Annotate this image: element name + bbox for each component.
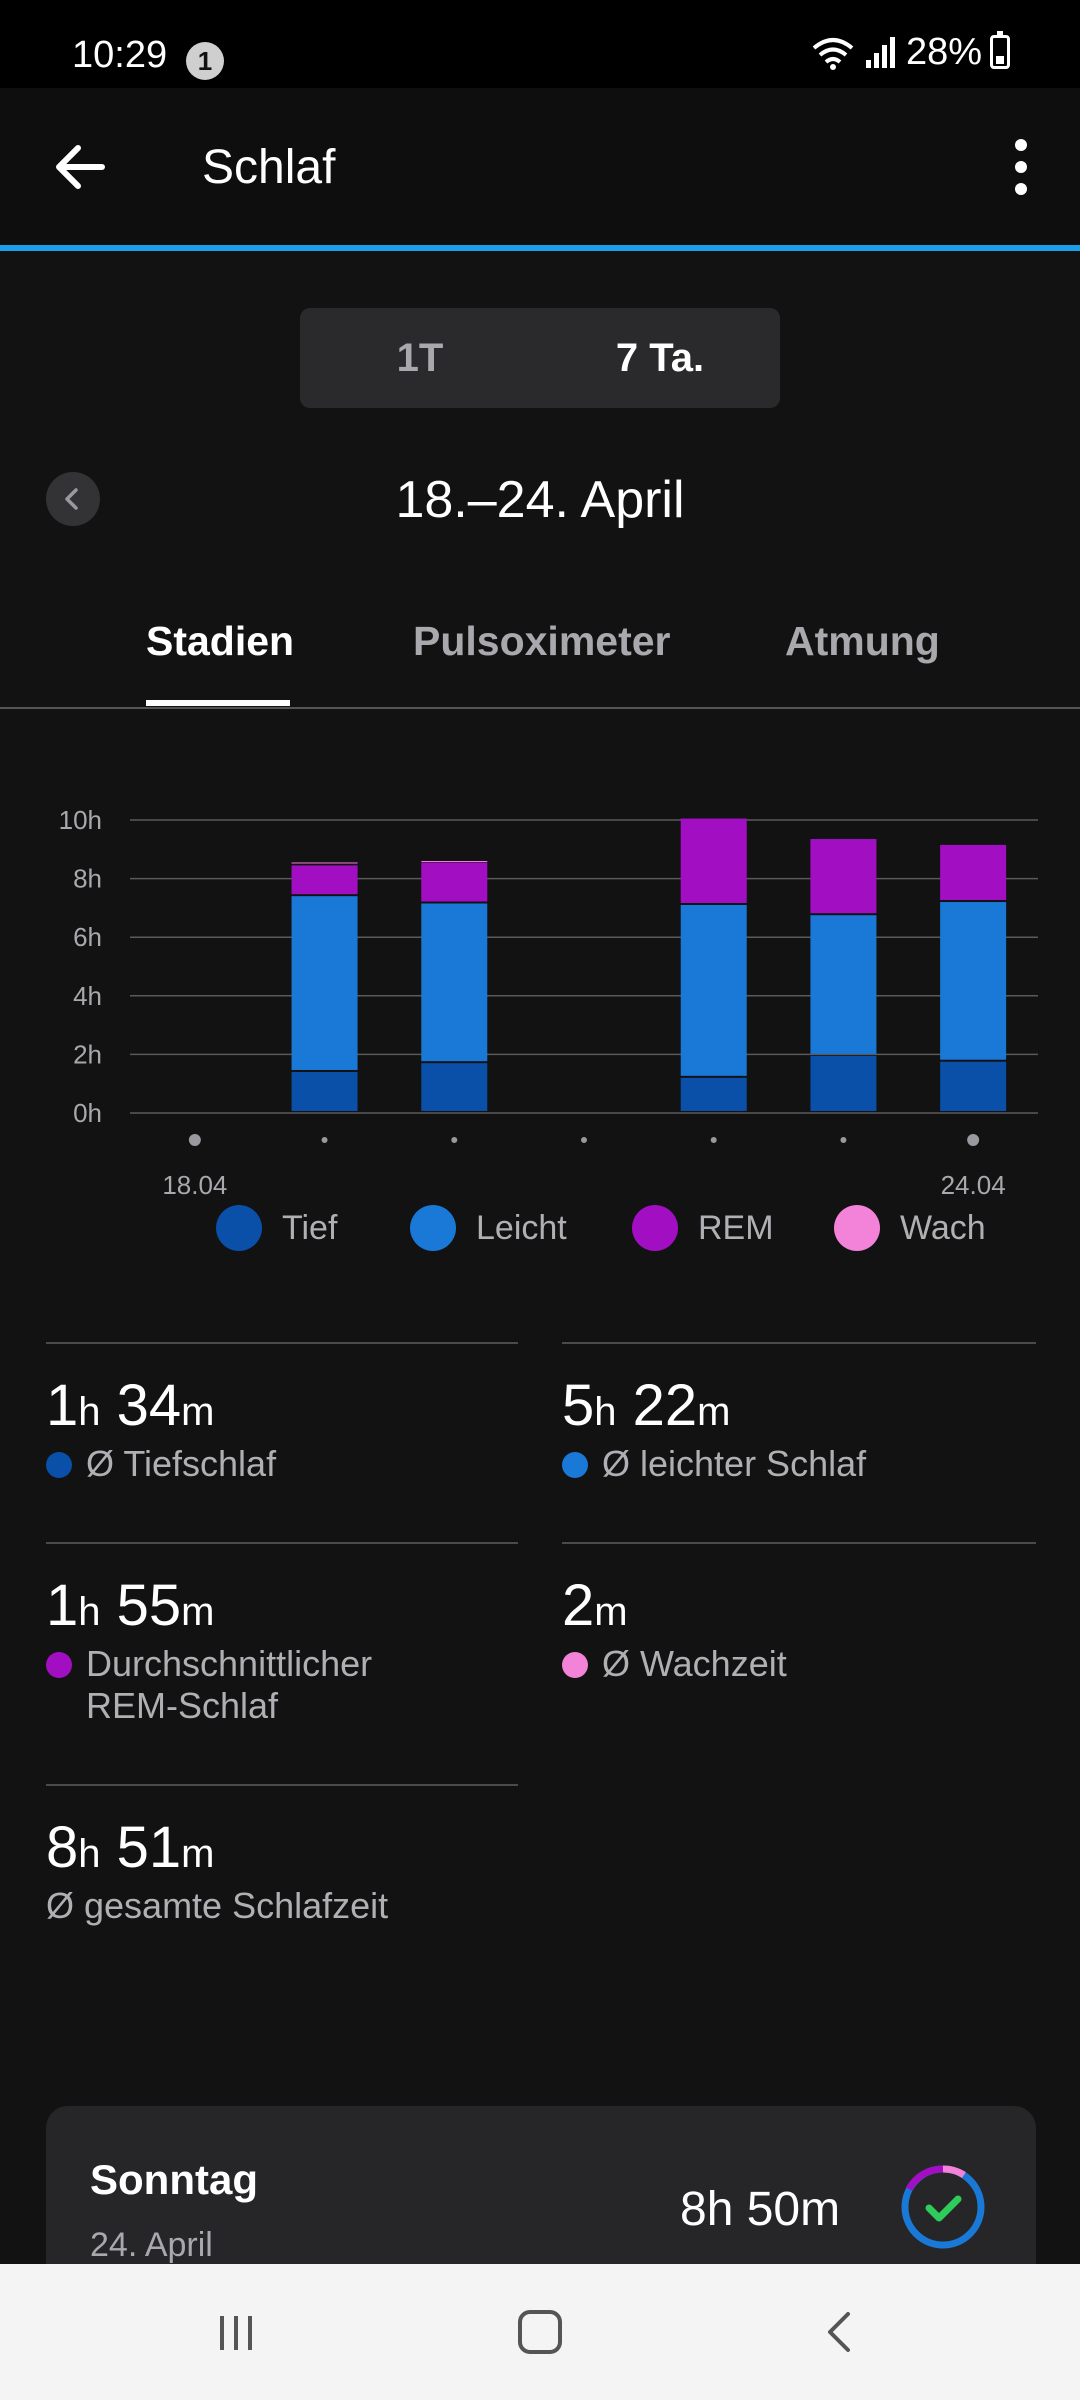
stat-divider (46, 1784, 518, 1786)
legend-item-rem: REM (632, 1205, 774, 1251)
tab-bar: Stadien Pulsoximeter Atmung (0, 600, 1080, 710)
bar-segment-rem (810, 839, 877, 914)
stat-value: 1h 55m (46, 1573, 215, 1638)
bar-segment-leicht (291, 896, 358, 1070)
x-dot (321, 1137, 328, 1143)
stat-divider (562, 1542, 1036, 1544)
x-dot (710, 1137, 717, 1143)
range-option-7-days[interactable]: 7 Ta. (615, 335, 705, 380)
x-tick-label: 18.04 (162, 1170, 227, 1200)
battery-icon (990, 31, 1010, 69)
legend-swatch-leicht (410, 1205, 456, 1251)
range-toggle: 1T 7 Ta. (300, 308, 780, 408)
bar-segment-leicht (940, 902, 1007, 1060)
stat-label: Ø gesamte Schlafzeit (46, 1885, 389, 1926)
tab-pulsoximeter[interactable]: Pulsoximeter (413, 618, 671, 664)
legend-item-tief: Tief (216, 1205, 337, 1251)
signal-icon (865, 37, 895, 68)
stat-value: 8h 51m (46, 1815, 215, 1880)
status-time: 10:29 (72, 34, 168, 76)
range-option-1t[interactable]: 1T (396, 335, 444, 380)
x-tick-label: 24.04 (941, 1170, 1006, 1200)
y-tick-label: 4h (73, 981, 102, 1011)
legend-item-wach: Wach (834, 1205, 986, 1251)
day-name: Sonntag (90, 2156, 258, 2203)
legend-swatch-tief (216, 1205, 262, 1251)
stat-value: 2m (562, 1573, 628, 1638)
y-tick-label: 10h (59, 805, 102, 835)
x-dot (967, 1134, 980, 1146)
tab-atmung[interactable]: Atmung (785, 618, 940, 664)
bar-segment-rem (421, 862, 488, 902)
bar-segment-leicht (680, 904, 747, 1076)
bar-segment-rem (940, 844, 1007, 901)
day-total-sleep: 8h 50m (680, 2183, 841, 2236)
system-nav-bar (0, 2264, 1080, 2400)
stat-label: Ø leichter Schlaf (562, 1443, 866, 1485)
stat-value: 1h 34m (46, 1373, 215, 1438)
legend-label-wach: Wach (900, 1208, 986, 1247)
back-arrow-icon[interactable] (46, 132, 116, 202)
chart-legend: Tief Leicht REM Wach (0, 1205, 1080, 1265)
x-dot (451, 1137, 458, 1143)
stat-label: Ø Wachzeit (562, 1643, 787, 1685)
bar-segment-tief (680, 1077, 747, 1111)
page-title: Schlaf (202, 141, 336, 194)
previous-period-button[interactable] (46, 472, 100, 526)
legend-label-rem: REM (698, 1208, 774, 1247)
bar-segment-leicht (810, 915, 877, 1054)
stat-total-sleep: 8h 51m Ø gesamte Schlafzeit (46, 1814, 388, 1927)
sleep-check-ring-icon (901, 2165, 985, 2249)
bar-segment-rem (291, 865, 358, 895)
x-dot (840, 1137, 847, 1143)
bar-segment-wach (291, 862, 358, 864)
back-nav-icon[interactable] (810, 2302, 870, 2362)
app-bar: Schlaf (0, 88, 1080, 246)
bar-segment-wach (421, 861, 488, 863)
legend-swatch-wach (834, 1205, 880, 1251)
legend-label-leicht: Leicht (476, 1208, 567, 1247)
x-dot (581, 1137, 587, 1143)
legend-swatch-rem (632, 1205, 678, 1251)
stat-divider (46, 1542, 518, 1544)
x-dot (188, 1134, 201, 1146)
recent-apps-icon[interactable] (206, 2302, 266, 2362)
stat-value: 5h 22m (562, 1373, 731, 1438)
sleep-stages-chart: 0h 2h 4h 6h 8h 10h 18.04 24.04 (59, 805, 1038, 1200)
status-indicators: 28% (810, 30, 1010, 74)
status-bar: 10:29 1 28% (0, 0, 1080, 88)
notification-count-badge: 1 (186, 42, 224, 80)
stat-divider (562, 1342, 1036, 1344)
bar-segment-tief (291, 1071, 358, 1111)
y-tick-label: 0h (73, 1098, 102, 1128)
more-options-icon[interactable] (986, 132, 1056, 202)
bar-segment-leicht (421, 903, 488, 1062)
wifi-icon (812, 38, 854, 70)
active-tab-indicator (146, 700, 290, 706)
bar-segment-tief (421, 1063, 488, 1111)
battery-percent: 28% (905, 30, 982, 73)
stat-light-sleep: 5h 22m Ø leichter Schlaf (562, 1372, 866, 1485)
y-tick-label: 8h (73, 864, 102, 894)
y-tick-label: 6h (73, 922, 102, 952)
legend-item-leicht: Leicht (410, 1205, 567, 1251)
bar-segment-tief (940, 1061, 1007, 1111)
home-icon[interactable] (510, 2302, 570, 2362)
stat-label: Durchschnittlicher REM-Schlaf (46, 1643, 372, 1727)
bar-segment-rem (680, 818, 747, 903)
chevron-left-icon (65, 488, 78, 510)
stat-deep-sleep: 1h 34m Ø Tiefschlaf (46, 1372, 276, 1485)
date-range-label: 18.–24. April (395, 471, 685, 529)
stat-rem-sleep: 1h 55m Durchschnittlicher REM-Schlaf (46, 1572, 372, 1727)
stat-awake-time: 2m Ø Wachzeit (562, 1572, 787, 1685)
stat-label: Ø Tiefschlaf (46, 1443, 276, 1485)
header-accent-line (0, 245, 1080, 251)
tab-stadien[interactable]: Stadien (146, 618, 295, 664)
y-tick-label: 2h (73, 1039, 102, 1069)
stat-divider (46, 1342, 518, 1344)
day-date: 24. April (90, 2226, 213, 2264)
tabs-divider (0, 707, 1080, 709)
bar-segment-tief (810, 1055, 877, 1111)
legend-label-tief: Tief (282, 1208, 338, 1247)
